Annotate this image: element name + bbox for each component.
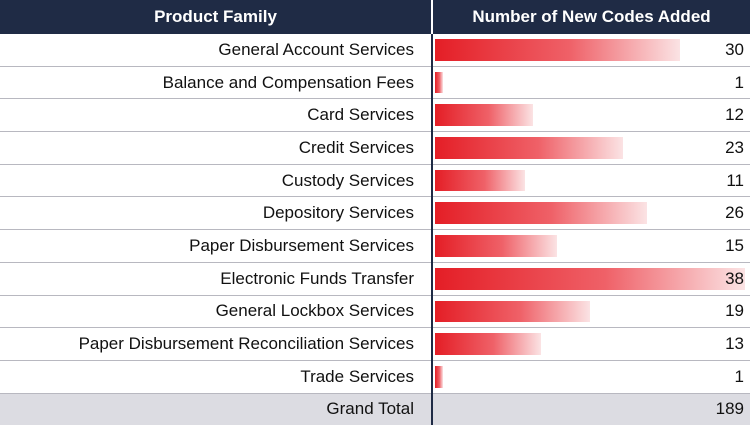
table-row: Paper Disbursement Reconciliation Servic…: [0, 327, 750, 361]
row-value-cell: 26: [432, 196, 750, 231]
row-value-cell: 19: [432, 295, 750, 329]
row-label: Paper Disbursement Services: [0, 229, 433, 263]
row-value-cell: 38: [432, 262, 750, 296]
row-value-cell: 1: [432, 360, 750, 394]
table-row: Trade Services 1: [0, 360, 750, 394]
row-value: 19: [725, 301, 744, 321]
row-value: 15: [725, 235, 744, 255]
data-bar: [435, 300, 590, 323]
data-bar: [435, 235, 557, 257]
data-bar: [435, 71, 443, 94]
row-label: Electronic Funds Transfer: [0, 262, 433, 296]
row-value: 1: [734, 72, 744, 92]
row-value: 12: [725, 105, 744, 125]
row-value-cell: 1: [432, 66, 750, 100]
table-row: Electronic Funds Transfer 38: [0, 262, 750, 296]
table-row: Custody Services 11: [0, 164, 750, 198]
row-value-cell: 11: [432, 164, 750, 198]
grand-total-value: 189: [715, 399, 744, 419]
data-bar: [435, 202, 647, 225]
table-row: Card Services 12: [0, 98, 750, 133]
row-value: 23: [725, 137, 744, 157]
row-label: Paper Disbursement Reconciliation Servic…: [0, 327, 433, 361]
header-product-family: Product Family: [0, 0, 433, 34]
grand-total-row: Grand Total 189: [0, 393, 750, 426]
row-label: Depository Services: [0, 196, 433, 231]
table-row: Depository Services 26: [0, 196, 750, 231]
row-label: Balance and Compensation Fees: [0, 66, 433, 100]
data-bar: [435, 333, 541, 355]
data-bar: [435, 137, 623, 159]
grand-total-label: Grand Total: [0, 393, 433, 426]
header-new-codes: Number of New Codes Added: [432, 0, 750, 34]
grand-total-cell: 189: [432, 393, 750, 426]
table-row: Credit Services 23: [0, 131, 750, 165]
codes-table: Product Family Number of New Codes Added…: [0, 0, 750, 426]
row-label: Trade Services: [0, 360, 433, 394]
row-value: 11: [726, 170, 744, 190]
data-bar: [435, 39, 680, 61]
row-value: 38: [725, 268, 744, 288]
table-row: Paper Disbursement Services 15: [0, 229, 750, 263]
data-bar: [435, 104, 533, 127]
data-bar: [435, 169, 525, 192]
data-bar: [435, 267, 745, 290]
row-label: General Lockbox Services: [0, 295, 433, 329]
row-label: Card Services: [0, 98, 433, 133]
row-value-cell: 30: [432, 34, 750, 67]
row-value-cell: 13: [432, 327, 750, 361]
header-row: Product Family Number of New Codes Added: [0, 0, 750, 34]
row-value: 30: [725, 39, 744, 59]
table-row: General Lockbox Services 19: [0, 295, 750, 329]
data-bar: [435, 365, 443, 388]
row-value-cell: 15: [432, 229, 750, 263]
row-label: Credit Services: [0, 131, 433, 165]
row-value: 1: [734, 366, 744, 386]
table-row: General Account Services 30: [0, 34, 750, 67]
row-value: 26: [725, 203, 744, 223]
table-row: Balance and Compensation Fees 1: [0, 66, 750, 100]
row-value-cell: 23: [432, 131, 750, 165]
row-label: General Account Services: [0, 34, 433, 67]
row-label: Custody Services: [0, 164, 433, 198]
row-value: 13: [725, 334, 744, 354]
row-value-cell: 12: [432, 98, 750, 133]
